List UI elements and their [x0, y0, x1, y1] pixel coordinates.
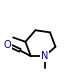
Text: O: O [4, 40, 12, 50]
Text: N: N [41, 51, 48, 61]
